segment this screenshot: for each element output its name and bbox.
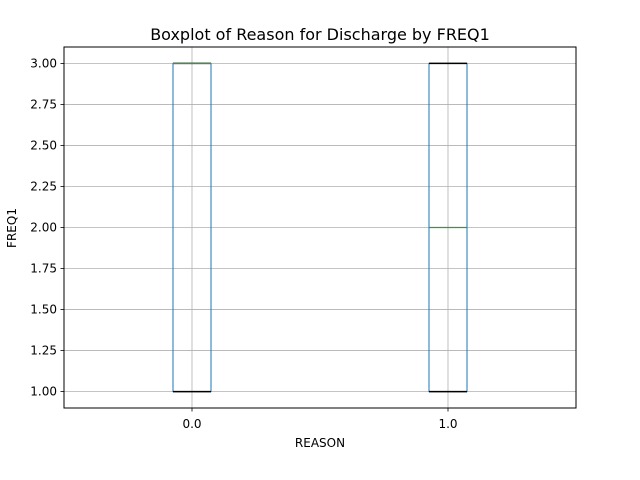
y-axis-label: FREQ1 [5, 208, 19, 248]
y-tick-label: 2.50 [30, 138, 57, 152]
y-tick-label: 3.00 [30, 56, 57, 70]
chart-title: Boxplot of Reason for Discharge by FREQ1 [150, 25, 490, 44]
y-tick-label: 2.75 [30, 97, 57, 111]
y-tick-label: 2.00 [30, 221, 57, 235]
box-layer [172, 62, 468, 393]
plot-frame [63, 46, 577, 409]
x-tick-label: 1.0 [438, 417, 457, 431]
y-tick-label: 1.25 [30, 344, 57, 358]
y-tick-label: 1.50 [30, 303, 57, 317]
y-tick-label: 1.75 [30, 262, 57, 276]
y-tick-label: 2.25 [30, 179, 57, 193]
tick-layer: 1.00 1.25 1.50 1.75 2.00 2.25 2.50 2.75 3.00 0.0 1… [30, 56, 457, 431]
x-tick-label: 0.0 [182, 417, 201, 431]
y-tick-label: 1.00 [30, 385, 57, 399]
x-axis-label: REASON [295, 436, 345, 450]
grid-layer [64, 47, 576, 408]
